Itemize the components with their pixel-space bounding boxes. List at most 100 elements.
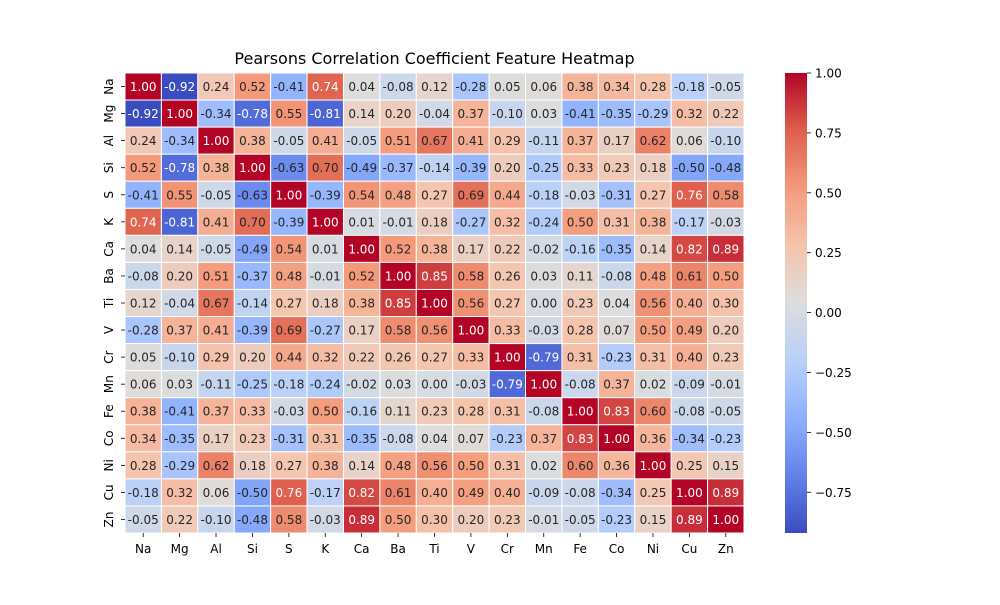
heatmap-cell: [197, 99, 235, 128]
heatmap-cell: [670, 505, 709, 534]
cell-value-label: 0.44: [275, 351, 302, 365]
heatmap-cells: 1.00 -0.92 0.24 0.52 -0.41 0.74 0.04 -0.08 0.12-…: [124, 72, 745, 534]
heatmap-cell: [525, 261, 563, 290]
heatmap-cell: [160, 99, 199, 128]
heatmap-cell: [197, 316, 235, 345]
cell-value-label: 0.37: [530, 432, 557, 446]
cell-value-label: 1.00: [494, 351, 521, 365]
heatmap-cell: [270, 478, 308, 507]
cell-value-label: -0.29: [164, 459, 195, 473]
cell-value-label: 0.48: [640, 269, 667, 283]
cell-value-label: 0.14: [640, 242, 667, 256]
cell-value-label: 0.23: [603, 161, 630, 175]
heatmap-cell: [488, 451, 527, 480]
cell-value-label: 0.23: [494, 513, 521, 527]
cell-value-label: 0.22: [166, 513, 193, 527]
heatmap-cell: [379, 180, 417, 209]
cell-value-label: 0.61: [385, 486, 412, 500]
cell-value-label: 0.49: [458, 486, 485, 500]
cell-value-label: 0.52: [385, 242, 412, 256]
heatmap-cell: [197, 397, 235, 426]
cell-value-label: -0.10: [492, 107, 523, 121]
cell-value-label: -0.34: [674, 432, 705, 446]
heatmap-cell: [233, 397, 272, 426]
cell-value-label: -0.08: [383, 432, 414, 446]
heatmap-cell: [634, 370, 672, 399]
cell-value-label: 0.52: [348, 269, 375, 283]
cell-value-label: -0.35: [164, 432, 195, 446]
cell-value-label: 0.04: [603, 297, 630, 311]
cell-value-label: 0.89: [712, 242, 739, 256]
cell-value-label: 0.04: [421, 432, 448, 446]
heatmap-cell: [415, 261, 454, 290]
cell-value-label: 0.20: [712, 324, 739, 338]
cell-value-label: 0.58: [275, 513, 302, 527]
cell-value-label: 0.62: [640, 134, 667, 148]
cell-value-label: 0.38: [640, 215, 667, 229]
cell-value-label: 0.18: [312, 297, 339, 311]
cell-value-label: -0.34: [601, 486, 632, 500]
cell-value-label: -0.14: [419, 161, 450, 175]
cell-value-label: 0.89: [676, 513, 703, 527]
y-tick-label: Ba: [102, 268, 116, 284]
cell-value-label: 0.69: [458, 188, 485, 202]
cell-value-label: 0.37: [567, 134, 594, 148]
heatmap-cell: [452, 234, 490, 263]
cell-value-label: 0.22: [712, 107, 739, 121]
cell-value-label: 0.33: [458, 351, 485, 365]
cell-value-label: 1.00: [166, 107, 193, 121]
cell-value-label: 0.38: [421, 242, 448, 256]
heatmap-cell: [707, 261, 745, 290]
cell-value-label: 0.55: [275, 107, 302, 121]
cell-value-label: 0.18: [239, 459, 266, 473]
cell-value-label: -0.81: [310, 107, 341, 121]
heatmap-cell: [597, 99, 636, 128]
cell-value-label: -0.41: [273, 80, 304, 94]
x-tick-label: S: [285, 542, 293, 556]
cell-value-label: 0.37: [203, 405, 230, 419]
cell-value-label: 0.55: [166, 188, 193, 202]
heatmap-cell: [379, 261, 417, 290]
heatmap-cell: [634, 397, 672, 426]
cell-value-label: 0.28: [567, 324, 594, 338]
cell-value-label: -0.18: [674, 80, 705, 94]
colorbar-tick-label: 1.00: [815, 67, 842, 81]
heatmap-cell: [379, 424, 417, 453]
cell-value-label: 0.37: [458, 107, 485, 121]
y-tick-label: Ti: [102, 298, 116, 309]
x-tick-label: Mn: [535, 542, 553, 556]
cell-value-label: -0.08: [528, 405, 559, 419]
heatmap-cell: [561, 180, 599, 209]
cell-value-label: 0.38: [348, 297, 375, 311]
heatmap-cell: [379, 72, 417, 101]
heatmap-cell: [634, 261, 672, 290]
heatmap-cell: [561, 288, 599, 318]
x-tick-label: Ba: [390, 542, 406, 556]
cell-value-label: 1.00: [312, 215, 339, 229]
heatmap-cell: [160, 478, 199, 507]
cell-value-label: -0.39: [237, 324, 268, 338]
heatmap-cell: [197, 505, 235, 534]
cell-value-label: 0.31: [567, 351, 594, 365]
cell-value-label: 0.27: [640, 188, 667, 202]
cell-value-label: -0.63: [237, 188, 268, 202]
heatmap-cell: [306, 180, 344, 209]
cell-value-label: 1.00: [712, 513, 739, 527]
cell-value-label: -0.03: [310, 513, 341, 527]
cell-value-label: -0.03: [528, 324, 559, 338]
cell-value-label: 0.40: [676, 297, 703, 311]
colorbar-gradient: [785, 73, 807, 533]
y-axis: Na Mg Al Si S K Ca Ba Ti V Cr Mn Fe Co Ni Cu Zn: [102, 78, 125, 527]
heatmap-cell: [342, 370, 381, 399]
heatmap-cell: [525, 370, 563, 399]
y-tick-label: Ni: [102, 459, 116, 471]
x-tick-label: Ti: [428, 542, 439, 556]
cell-value-label: -0.03: [455, 378, 486, 392]
cell-value-label: -0.04: [164, 297, 195, 311]
heatmap-cell: [379, 316, 417, 345]
cell-value-label: -0.08: [383, 80, 414, 94]
cell-value-label: -0.31: [601, 188, 632, 202]
cell-value-label: 0.24: [130, 134, 157, 148]
heatmap-cell: [160, 72, 199, 101]
